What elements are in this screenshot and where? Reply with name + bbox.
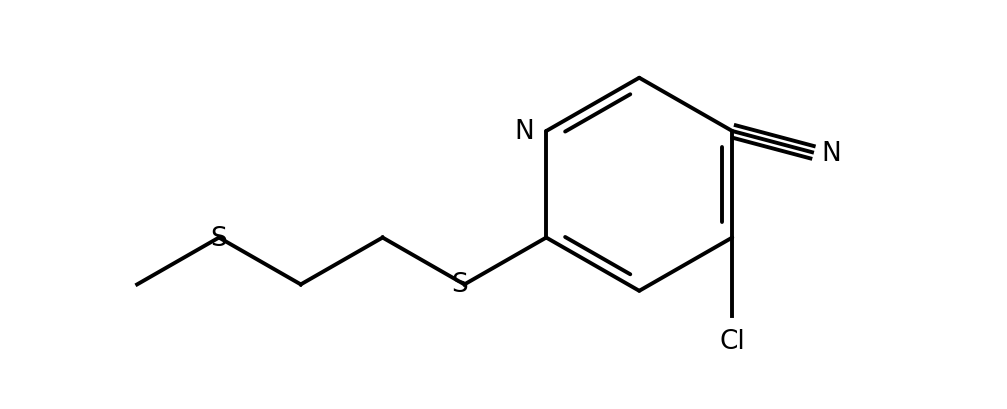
- Text: S: S: [210, 225, 228, 251]
- Text: S: S: [451, 272, 468, 298]
- Text: N: N: [822, 140, 842, 166]
- Text: Cl: Cl: [719, 328, 745, 355]
- Text: N: N: [515, 119, 535, 145]
